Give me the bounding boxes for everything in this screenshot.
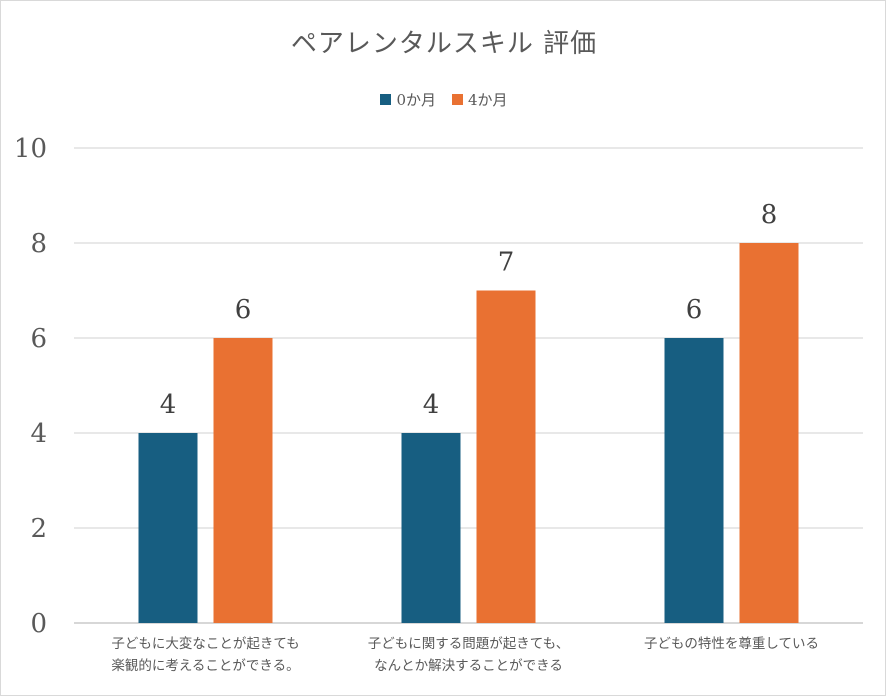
bar-s1-c1: [476, 290, 536, 623]
x-category-label-line: なんとか解決することができる: [374, 658, 563, 674]
x-category-label-2: 子どもの特性を尊重している: [617, 633, 847, 655]
legend-label-0: 0か月: [396, 91, 436, 109]
x-category-label-0: 子どもに大変なことが起きても 楽観的に考えることができる。: [91, 633, 321, 677]
legend-item-1: 4か月: [452, 89, 508, 110]
bar-s0-c1: [401, 433, 461, 623]
x-category-label-line: 楽観的に考えることができる。: [111, 658, 300, 674]
data-label-s1-c2: 8: [761, 200, 778, 230]
legend-swatch-1: [452, 94, 463, 105]
data-label-s1-c1: 7: [498, 248, 515, 278]
data-label-s0-c1: 4: [423, 390, 440, 420]
x-category-label-line: 子どもの特性を尊重している: [643, 636, 820, 652]
y-tick-label-2: 2: [30, 514, 47, 544]
data-label-s0-c0: 4: [160, 390, 177, 420]
data-label-s1-c0: 6: [235, 295, 252, 325]
x-category-label-1: 子どもに関する問題が起きても、 なんとか解決することができる: [354, 633, 584, 677]
y-tick-label-10: 10: [14, 134, 47, 164]
bar-s0-c0: [138, 433, 198, 623]
y-tick-label-6: 6: [30, 324, 47, 354]
bar-s1-c0: [213, 338, 273, 623]
legend-swatch-0: [380, 94, 392, 105]
y-tick-label-8: 8: [30, 229, 47, 259]
bar-s1-c2: [739, 243, 799, 623]
data-label-s0-c2: 6: [686, 295, 703, 325]
y-tick-label-4: 4: [30, 419, 47, 449]
legend-item-0: 0か月: [380, 89, 436, 110]
legend-label-1: 4か月: [468, 91, 508, 109]
x-category-label-line: 子どもに大変なことが起きても: [111, 636, 300, 652]
legend: 0か月 4か月: [1, 89, 886, 110]
bar-s0-c2: [664, 338, 724, 623]
y-tick-label-0: 0: [30, 609, 47, 639]
x-category-label-line: 子どもに関する問題が起きても、: [367, 636, 570, 652]
chart-title: ペアレンタルスキル 評価: [290, 29, 598, 59]
